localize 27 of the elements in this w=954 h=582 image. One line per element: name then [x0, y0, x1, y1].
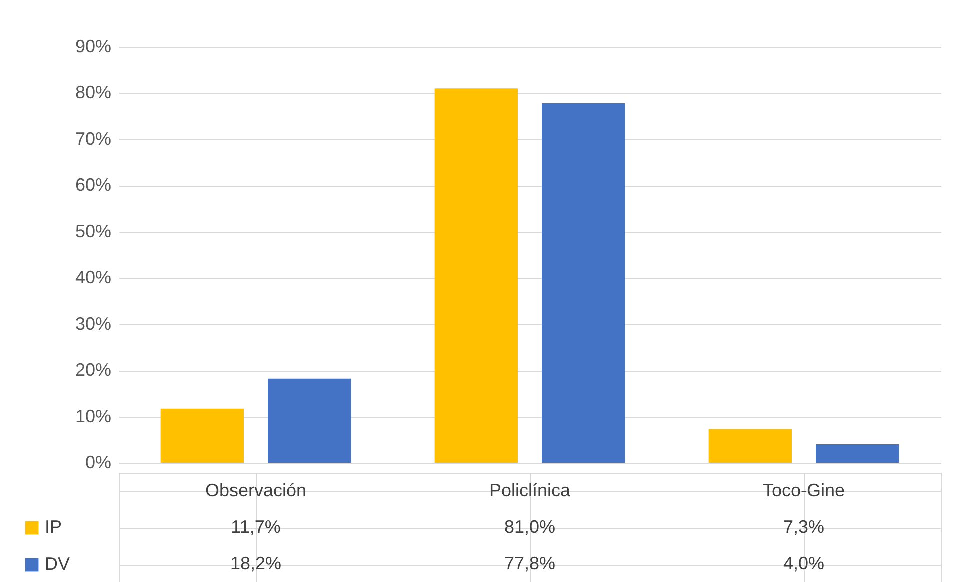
y-tick-label: 20% — [75, 360, 112, 380]
y-tick-label: 70% — [75, 128, 112, 149]
x-tick-label: Policlínica — [489, 480, 572, 500]
y-tick-label: 90% — [75, 36, 112, 56]
data-label: 81,0% — [504, 517, 556, 537]
y-tick-label: 10% — [75, 406, 112, 426]
data-label: 7,3% — [783, 517, 825, 537]
data-label: 18,2% — [230, 554, 282, 574]
x-tick-label: Toco-Gine — [762, 480, 846, 500]
data-label: 4,0% — [783, 554, 825, 574]
bar — [434, 88, 518, 463]
legend-label: DV — [45, 554, 70, 574]
bar — [816, 444, 900, 463]
y-tick-label: 50% — [75, 221, 112, 242]
x-tick-label: Observación — [205, 480, 307, 500]
data-label: 77,8% — [504, 554, 556, 574]
bar — [542, 103, 626, 463]
y-tick-label: 30% — [75, 314, 112, 334]
y-tick-label: 80% — [75, 82, 112, 103]
legend-label: IP — [45, 517, 62, 537]
y-tick-label: 60% — [75, 175, 112, 196]
y-tick-label: 40% — [75, 268, 112, 288]
bar — [268, 378, 352, 463]
bar — [160, 408, 244, 463]
data-label: 11,7% — [231, 517, 281, 537]
y-tick-label: 0% — [85, 452, 112, 472]
bar — [708, 429, 792, 463]
